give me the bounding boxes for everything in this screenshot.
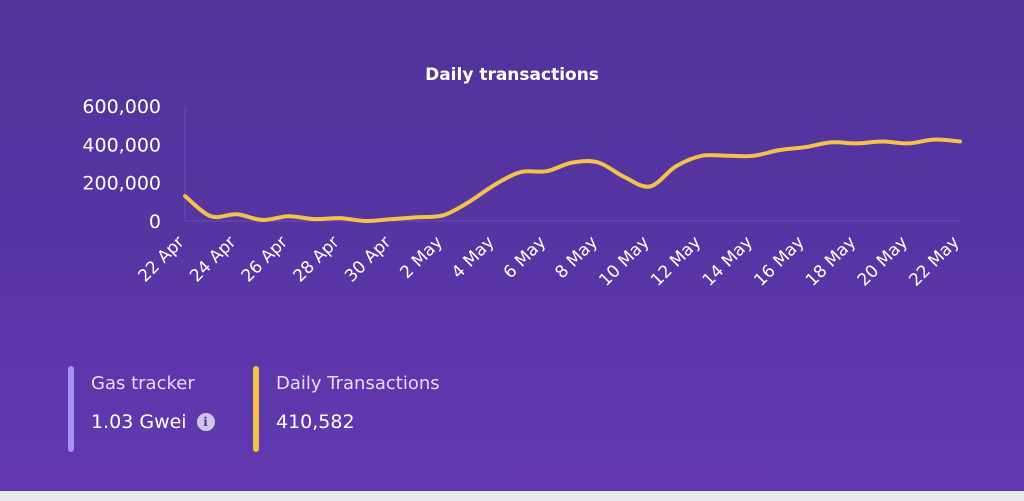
daily-transactions-label: Daily Transactions [276, 373, 440, 394]
data-point[interactable] [826, 137, 836, 147]
data-point[interactable] [903, 138, 913, 148]
x-tick-label: 4 May [448, 232, 498, 282]
y-tick-label: 600,000 [82, 96, 161, 118]
data-point[interactable] [258, 215, 268, 225]
daily-transactions-line[interactable] [183, 137, 962, 224]
x-tick-label: 16 May [750, 232, 808, 290]
daily-transactions-value-row: 410,582 [276, 411, 355, 433]
data-point[interactable] [645, 182, 655, 192]
data-point[interactable] [516, 167, 526, 177]
x-tick-label: 12 May [647, 232, 705, 290]
x-tick-label: 8 May [551, 232, 601, 282]
x-tick-label: 6 May [500, 232, 550, 282]
y-axis: 600,000 400,000 200,000 0 [82, 96, 161, 233]
data-point[interactable] [361, 216, 371, 226]
data-point[interactable] [568, 158, 578, 168]
data-points [180, 135, 965, 227]
data-point[interactable] [852, 138, 862, 148]
x-tick-label: 24 Apr [186, 232, 240, 286]
gas-tracker-value: 1.03 Gwei [91, 411, 187, 433]
data-point[interactable] [723, 151, 733, 161]
data-point[interactable] [748, 151, 758, 161]
data-point[interactable] [283, 211, 293, 221]
x-tick-label: 2 May [396, 232, 446, 282]
data-point[interactable] [335, 213, 345, 223]
info-icon[interactable]: i [196, 413, 215, 431]
daily-transactions-value: 410,582 [276, 411, 355, 433]
data-point[interactable] [490, 180, 500, 190]
data-point[interactable] [697, 151, 707, 161]
y-tick-label: 200,000 [82, 173, 161, 195]
x-tick-label: 10 May [595, 232, 653, 290]
x-tick-label: 26 Apr [238, 232, 292, 286]
data-point[interactable] [232, 209, 242, 219]
data-point[interactable] [206, 211, 216, 221]
x-tick-label: 18 May [802, 232, 860, 290]
data-point[interactable] [464, 197, 474, 207]
data-point[interactable] [955, 137, 965, 147]
daily-transactions-accent-bar [253, 366, 259, 452]
data-point[interactable] [671, 161, 681, 171]
chart-title: Daily transactions [425, 65, 599, 85]
gas-tracker-label: Gas tracker [91, 373, 195, 394]
x-tick-label: 20 May [854, 232, 912, 290]
x-tick-label: 22 Apr [134, 232, 188, 286]
data-point[interactable] [438, 210, 448, 220]
x-tick-label: 28 Apr [289, 232, 343, 286]
data-point[interactable] [929, 135, 939, 145]
x-tick-label: 14 May [699, 232, 757, 290]
data-point[interactable] [180, 191, 190, 201]
y-tick-label: 0 [149, 211, 161, 233]
x-tick-label: 30 Apr [341, 232, 395, 286]
data-point[interactable] [413, 212, 423, 222]
x-tick-label: 22 May [905, 232, 963, 290]
data-point[interactable] [387, 214, 397, 224]
gas-tracker-accent-bar [68, 366, 74, 452]
data-point[interactable] [800, 142, 810, 152]
data-point[interactable] [774, 145, 784, 155]
data-point[interactable] [619, 172, 629, 182]
data-point[interactable] [878, 137, 888, 147]
data-point[interactable] [593, 158, 603, 168]
data-point[interactable] [309, 214, 319, 224]
gas-tracker-value-row: 1.03 Gwei i [91, 411, 215, 433]
data-point[interactable] [542, 166, 552, 176]
bottom-strip [0, 491, 1024, 501]
y-tick-label: 400,000 [82, 134, 161, 156]
